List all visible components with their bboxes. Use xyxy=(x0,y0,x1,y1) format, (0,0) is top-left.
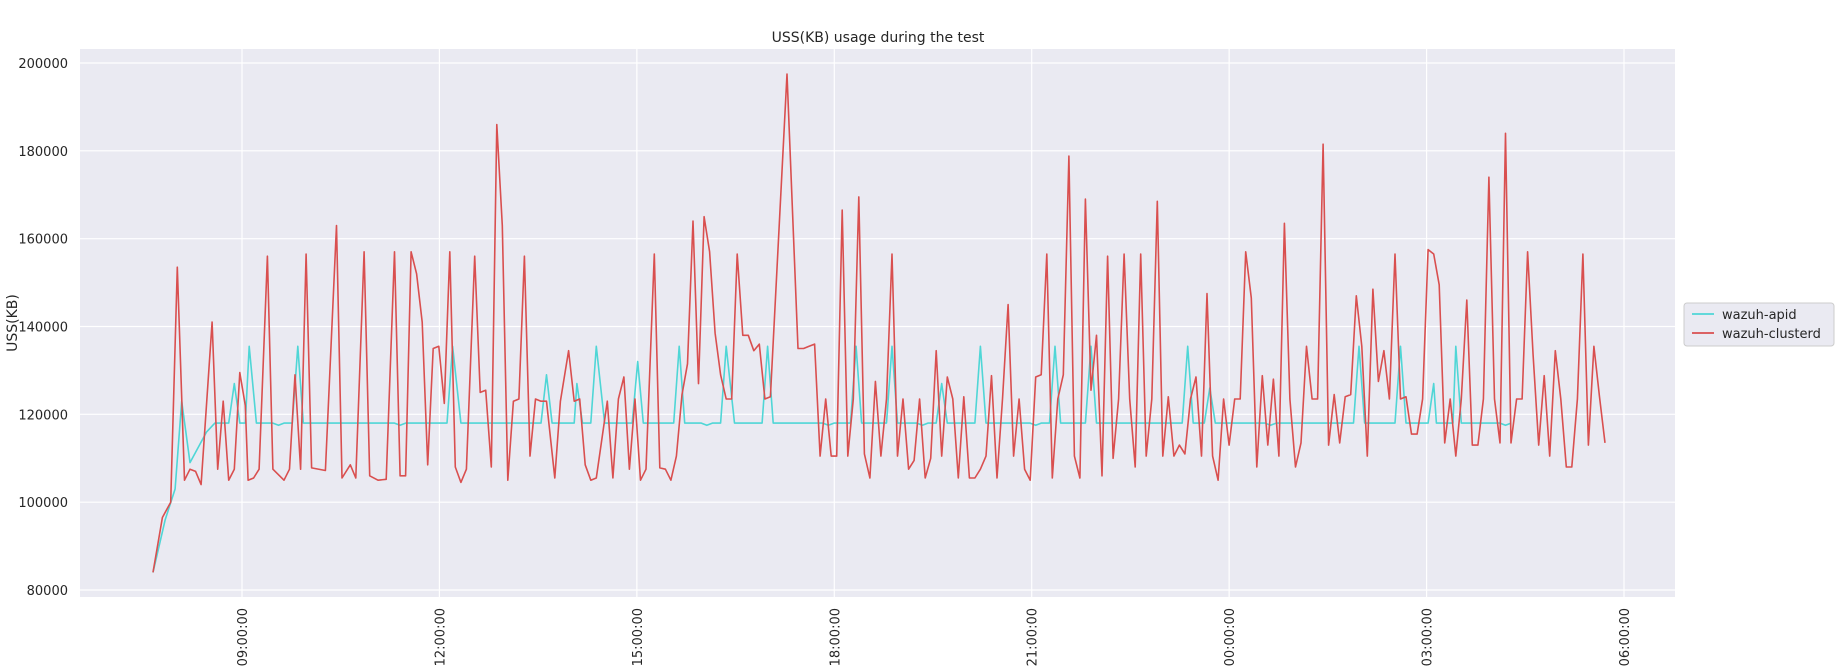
x-tick-label: 21:00:00 xyxy=(1026,608,1041,666)
y-tick-label: 100000 xyxy=(18,496,68,511)
y-axis-label: USS(KB) xyxy=(5,294,21,352)
y-tick-label: 180000 xyxy=(18,145,68,160)
x-tick-label: 06:00:00 xyxy=(1618,608,1633,666)
series-lines xyxy=(152,73,1606,573)
x-axis-ticks: 09:00:00 12:00:00 15:00:00 18:00:00 21:00:00… xyxy=(236,608,1633,666)
series-line-wazuh-clusterd xyxy=(152,73,1606,573)
y-tick-label: 160000 xyxy=(18,233,68,248)
legend-label-clusterd: wazuh-clusterd xyxy=(1722,327,1821,342)
legend: wazuh-apid wazuh-clusterd xyxy=(1683,302,1835,347)
plot-area xyxy=(80,49,1675,597)
y-tick-label: 140000 xyxy=(18,321,68,336)
y-axis-ticks: 80000 100000 120000 140000 160000 180000 20000… xyxy=(18,57,68,599)
x-tick-label: 18:00:00 xyxy=(828,608,843,666)
x-tick-label: 09:00:00 xyxy=(236,608,251,666)
x-tick-label: 12:00:00 xyxy=(433,608,448,666)
x-tick-label: 00:00:00 xyxy=(1223,608,1238,666)
x-tick-label: 03:00:00 xyxy=(1421,608,1436,666)
y-tick-label: 80000 xyxy=(27,584,68,599)
chart-title: USS(KB) usage during the test xyxy=(772,30,985,46)
legend-box xyxy=(1683,302,1835,347)
y-tick-label: 120000 xyxy=(18,408,68,423)
x-tick-label: 15:00:00 xyxy=(631,608,646,666)
legend-label-apid: wazuh-apid xyxy=(1722,308,1797,323)
y-tick-label: 200000 xyxy=(18,57,68,72)
gridlines xyxy=(80,49,1675,597)
